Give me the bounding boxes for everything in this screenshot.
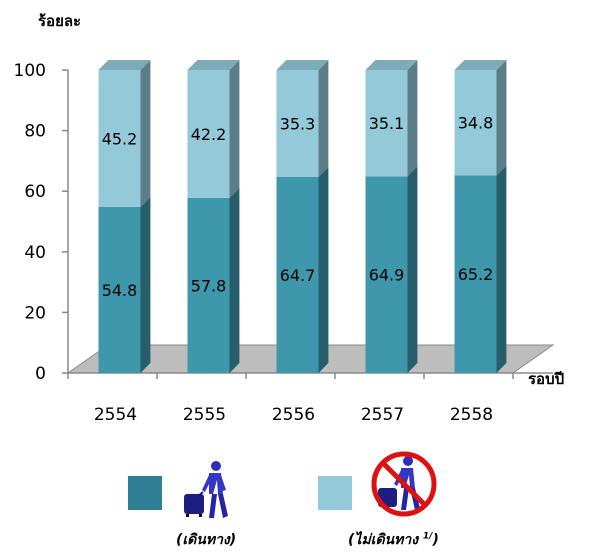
- data-label: 45.2: [102, 129, 138, 148]
- legend-label-no-travel-text: (ไม่เดินทาง: [348, 532, 419, 548]
- bar-front-no_travel: [454, 70, 497, 176]
- x-tick-label: 2556: [272, 405, 315, 425]
- bar-side-no_travel: [318, 60, 329, 177]
- bar-top-no_travel: [454, 60, 507, 70]
- x-tick-label: 2555: [183, 405, 226, 425]
- data-label: 64.9: [369, 266, 405, 285]
- data-label: 64.7: [280, 266, 316, 285]
- data-label: 65.2: [458, 265, 494, 284]
- bar-segment-travel-2558: [454, 165, 507, 373]
- bar-top-no_travel: [98, 60, 151, 70]
- bar-front-travel: [365, 176, 408, 373]
- bar-top-no_travel: [276, 60, 329, 70]
- bar-front-no_travel: [276, 70, 319, 177]
- bar-front-travel: [187, 197, 230, 373]
- bar-segment-no_travel-2554: [98, 60, 151, 207]
- legend: (เดินทาง) (ไม่เดินทาง 1/): [0, 451, 590, 553]
- bar-side-no_travel: [496, 60, 507, 176]
- bar-front-travel: [454, 175, 497, 373]
- bar-side-no_travel: [140, 60, 151, 207]
- bar-front-no_travel: [187, 70, 230, 198]
- y-axis-title: ร้อยละ: [38, 12, 81, 30]
- bar-side-travel: [140, 196, 151, 373]
- bar-segment-travel-2557: [365, 166, 418, 373]
- legend-label-no-travel: (ไม่เดินทาง 1/): [348, 529, 439, 551]
- y-tick-label: 60: [24, 182, 46, 202]
- x-tick-label: 2554: [94, 405, 137, 425]
- legend-swatch-no-travel: [318, 476, 352, 510]
- chart-bars: [98, 60, 507, 373]
- no-travel-icon: [371, 451, 437, 517]
- legend-label-no-travel-close: ): [432, 532, 439, 548]
- bar-side-travel: [318, 166, 329, 373]
- x-axis-title: รอบปี: [528, 370, 564, 388]
- bar-front-no_travel: [365, 70, 408, 177]
- bar-segment-no_travel-2558: [454, 60, 507, 176]
- bar-top-no_travel: [365, 60, 418, 70]
- traveler-icon: [184, 461, 228, 518]
- bar-segment-no_travel-2555: [187, 60, 240, 198]
- bar-side-travel: [229, 187, 240, 373]
- y-tick-label: 100: [14, 61, 46, 81]
- bar-segment-travel-2556: [276, 166, 329, 373]
- bar-side-no_travel: [229, 60, 240, 198]
- data-label: 35.3: [280, 114, 316, 133]
- bar-side-no_travel: [407, 60, 418, 177]
- y-tick-label: 20: [24, 303, 46, 323]
- bar-segment-travel-2554: [98, 196, 151, 373]
- bar-front-no_travel: [98, 70, 141, 207]
- bar-top-no_travel: [187, 60, 240, 70]
- bar-front-travel: [98, 206, 141, 373]
- data-label: 34.8: [458, 114, 494, 133]
- y-tick-label: 40: [24, 243, 46, 263]
- bar-side-travel: [496, 165, 507, 373]
- data-label: 54.8: [102, 281, 138, 300]
- legend-swatch-travel: [128, 476, 162, 510]
- bar-segment-no_travel-2556: [276, 60, 329, 177]
- legend-label-travel: (เดินทาง): [176, 532, 237, 548]
- data-label: 35.1: [369, 114, 405, 133]
- bar-segment-travel-2555: [187, 187, 240, 373]
- bar-segment-no_travel-2557: [365, 60, 418, 177]
- x-tick-label: 2557: [361, 405, 404, 425]
- legend-footnote-mark: 1/: [422, 531, 433, 542]
- y-tick-label: 80: [24, 122, 46, 142]
- bar-front-travel: [276, 176, 319, 373]
- bar-side-travel: [407, 166, 418, 373]
- x-tick-label: 2558: [450, 405, 493, 425]
- y-tick-label: 0: [35, 364, 46, 384]
- data-label: 42.2: [191, 125, 227, 144]
- data-label: 57.8: [191, 276, 227, 295]
